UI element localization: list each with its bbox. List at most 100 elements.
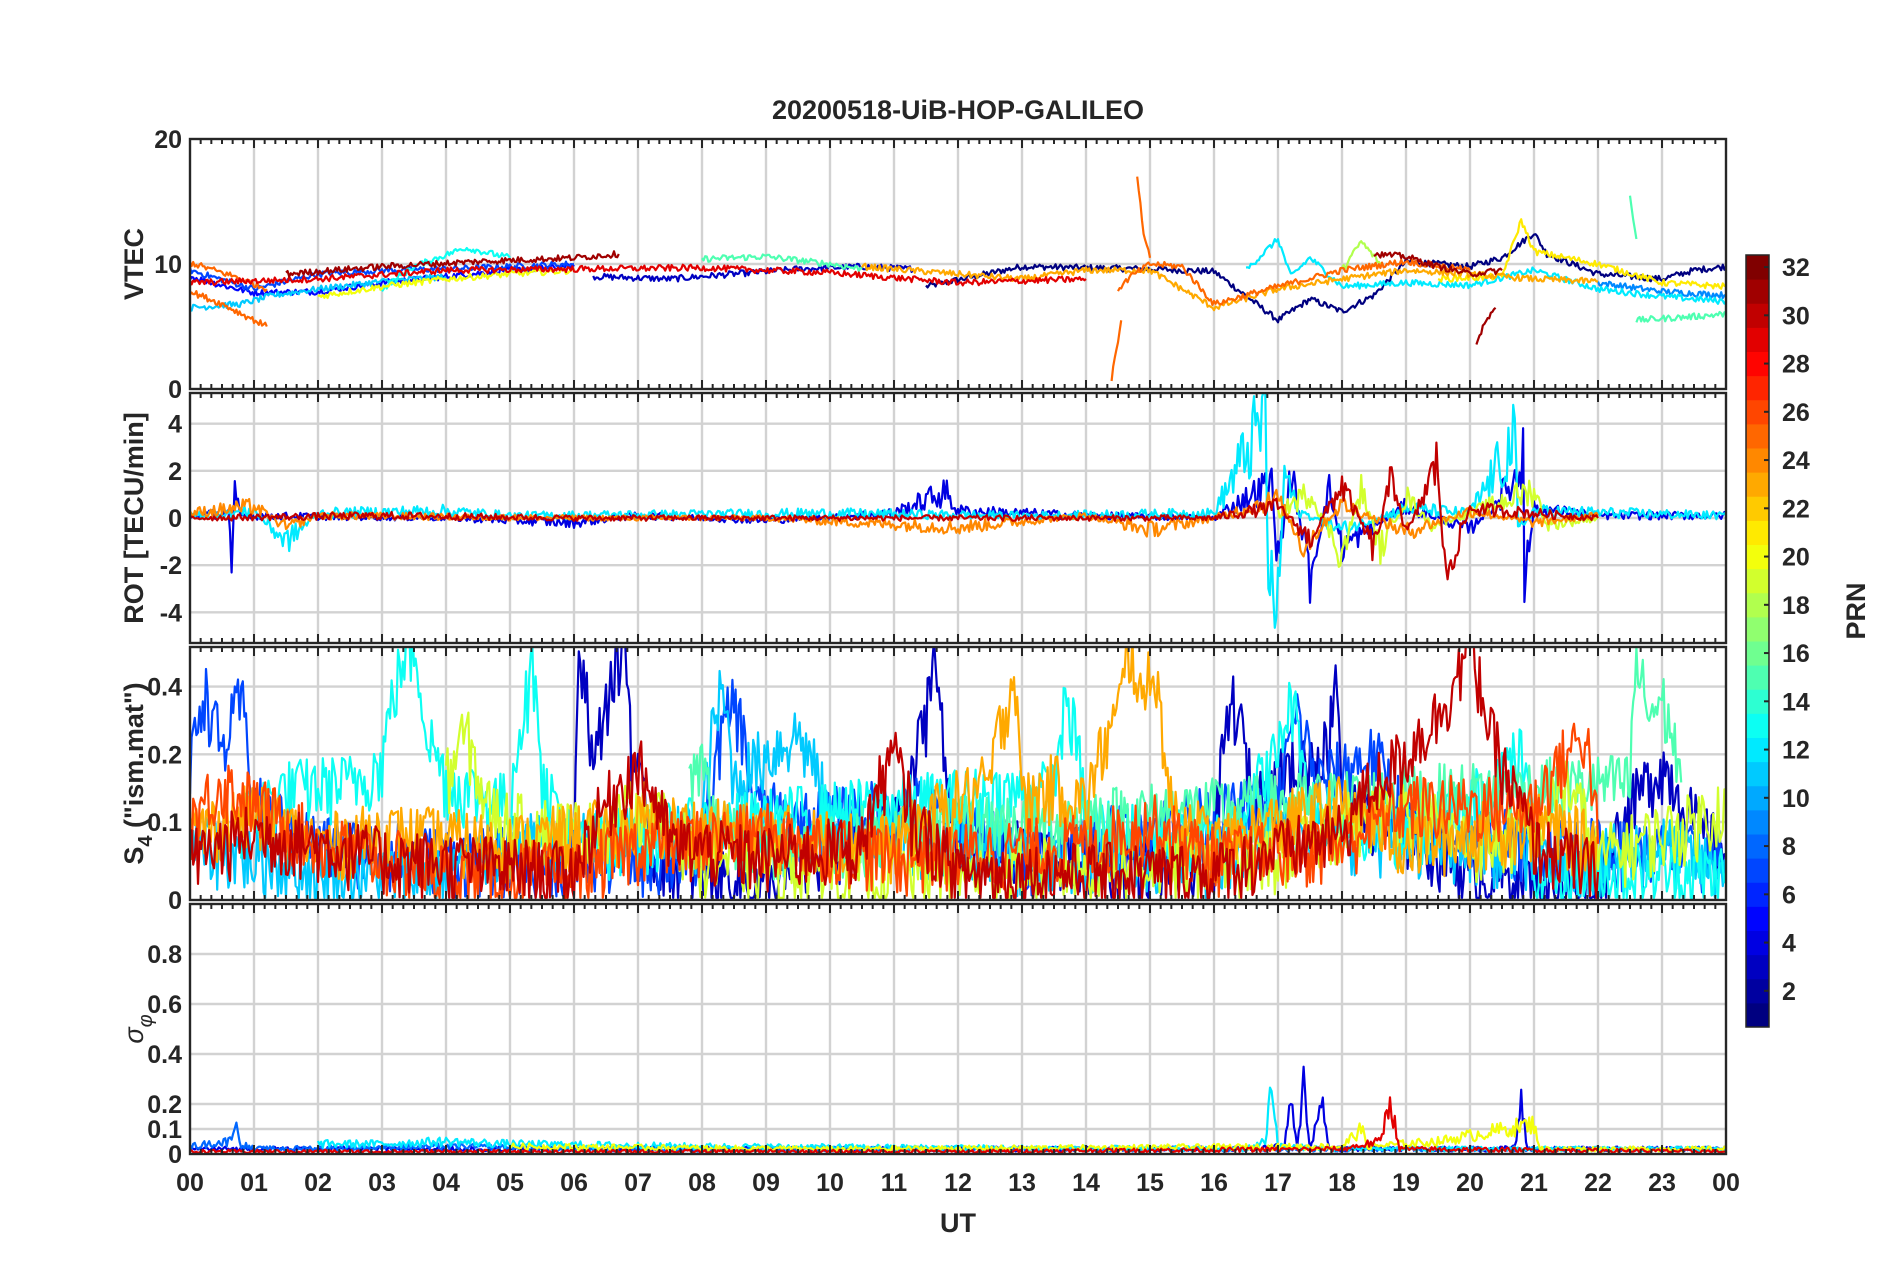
colorbar-tick-label: 30	[1782, 302, 1810, 330]
colorbar-band	[1746, 448, 1769, 473]
x-tick-label: 18	[1328, 1169, 1356, 1197]
y-axis-label-rest: ("ism.mat")	[119, 682, 149, 835]
series-group-vtec	[190, 176, 1726, 382]
series-line-prn-15	[1628, 195, 1638, 240]
x-tick-label: 02	[304, 1169, 332, 1197]
x-tick-label: 23	[1648, 1169, 1676, 1197]
colorbar-band	[1746, 906, 1769, 931]
series-line-prn-13	[381, 246, 511, 293]
colorbar-band	[1746, 616, 1769, 642]
colorbar-band	[1746, 327, 1769, 352]
x-tick-label: 04	[432, 1169, 460, 1197]
colorbar-tick-label: 20	[1782, 544, 1810, 572]
x-tick-label: 05	[496, 1169, 524, 1197]
colorbar-tick-label: 26	[1782, 399, 1810, 427]
x-tick-label: 00	[1712, 1169, 1740, 1197]
y-tick-label: 0.6	[147, 991, 182, 1019]
series-line-prn-26	[190, 722, 1600, 900]
series-line-prn-19	[444, 711, 1726, 900]
y-tick-label: 0.1	[147, 809, 182, 837]
x-tick-label: 10	[816, 1169, 844, 1197]
series-group-s4	[190, 647, 1726, 900]
y-axis-label-vtec: VTEC	[119, 228, 149, 300]
series-line-prn-25	[1110, 320, 1123, 382]
y-tick-label: 2	[168, 458, 182, 486]
x-tick-label: 21	[1520, 1169, 1548, 1197]
colorbar-band	[1746, 1002, 1769, 1028]
colorbar-band	[1746, 375, 1769, 401]
colorbar-band	[1746, 978, 1769, 1004]
x-tick-label: 08	[688, 1169, 716, 1197]
y-axis-label-sub: φ	[135, 1014, 157, 1027]
colorbar-tick-label: 8	[1782, 833, 1796, 861]
y-tick-label: 0.2	[147, 741, 182, 769]
x-tick-label: 14	[1072, 1169, 1100, 1197]
colorbar-band	[1746, 882, 1769, 907]
series-line-prn-23	[861, 262, 1599, 312]
colorbar-band	[1746, 761, 1769, 787]
colorbar-label: PRN	[1841, 582, 1871, 639]
series-line-prn-15	[701, 253, 863, 273]
colorbar-band	[1746, 592, 1769, 618]
x-tick-label: 06	[560, 1169, 588, 1197]
series-line-prn-23	[190, 647, 1600, 886]
y-tick-label: 0.2	[147, 1091, 182, 1119]
series-line-prn-9	[1596, 280, 1726, 300]
panel-sigma_phi: 00.10.2 0.4 0.6 0.8 σφ	[119, 902, 1728, 1169]
series-line-prn-7	[190, 260, 575, 292]
colorbar-tick-label: 2	[1782, 978, 1796, 1006]
x-tick-label: 20	[1456, 1169, 1484, 1197]
y-axis-label-s4: S4 ("ism.mat")	[119, 682, 157, 864]
series-line-prn-25	[1117, 258, 1471, 306]
colorbar-tick-label: 14	[1782, 688, 1810, 716]
series-group-rot	[190, 393, 1726, 629]
colorbar-band	[1746, 255, 1769, 280]
x-tick-label: 07	[624, 1169, 652, 1197]
panel-rot: -4 -2 0 2 4 ROT [TECU/min]	[119, 391, 1728, 645]
panel-vtec: 0 10 20 VTEC	[119, 126, 1728, 404]
colorbar-tick-label: 18	[1782, 592, 1810, 620]
y-tick-label: 0	[168, 1141, 182, 1169]
x-tick-label: 19	[1392, 1169, 1420, 1197]
colorbar-band	[1746, 834, 1769, 859]
colorbar-tick-label: 4	[1782, 930, 1796, 958]
colorbar-band	[1746, 641, 1769, 666]
x-axis-label: UT	[940, 1208, 976, 1238]
x-tick-label: 03	[368, 1169, 396, 1197]
x-tick-label: 22	[1584, 1169, 1612, 1197]
series-line-prn-11	[190, 273, 447, 312]
colorbar-band	[1746, 472, 1769, 497]
x-tick-label: 00	[176, 1169, 204, 1197]
panel-s4: 0 0.1 0.2 0.4S4 ("ism.mat")	[119, 645, 1728, 915]
series-line-prn-15	[1635, 310, 1726, 323]
colorbar-tick-label: 32	[1782, 254, 1810, 282]
y-tick-label: 0.4	[147, 674, 182, 702]
series-line-prn-30	[190, 647, 1600, 900]
colorbar-frame	[1745, 254, 1770, 1028]
y-axis-label-rot: ROT [TECU/min]	[119, 412, 149, 623]
series-line-prn-5	[190, 262, 575, 297]
colorbar-tick-label: 12	[1782, 737, 1810, 765]
colorbar-tick-label: 24	[1782, 447, 1810, 475]
series-line-prn-18	[1341, 240, 1382, 270]
series-line-prn-31	[1475, 306, 1497, 345]
colorbar-tick-label: 28	[1782, 351, 1810, 379]
y-tick-label: 0.8	[147, 941, 182, 969]
colorbar-band	[1746, 399, 1769, 425]
y-tick-label: 0	[168, 376, 182, 404]
x-tick-label: 15	[1136, 1169, 1164, 1197]
y-tick-label: -2	[160, 552, 182, 580]
y-tick-label: 0	[168, 505, 182, 533]
series-line-prn-30	[190, 441, 1599, 581]
y-tick-label: 0	[168, 887, 182, 915]
y-axis-label-main: S	[119, 847, 149, 865]
colorbar-band	[1746, 930, 1769, 956]
x-tick-label: 01	[240, 1169, 268, 1197]
series-line-prn-25	[1136, 176, 1152, 259]
y-axis-label-sigma_phi: σφ	[119, 1014, 157, 1043]
x-tick-label: 13	[1008, 1169, 1036, 1197]
series-line-prn-20	[317, 266, 575, 300]
colorbar-band	[1746, 544, 1769, 570]
